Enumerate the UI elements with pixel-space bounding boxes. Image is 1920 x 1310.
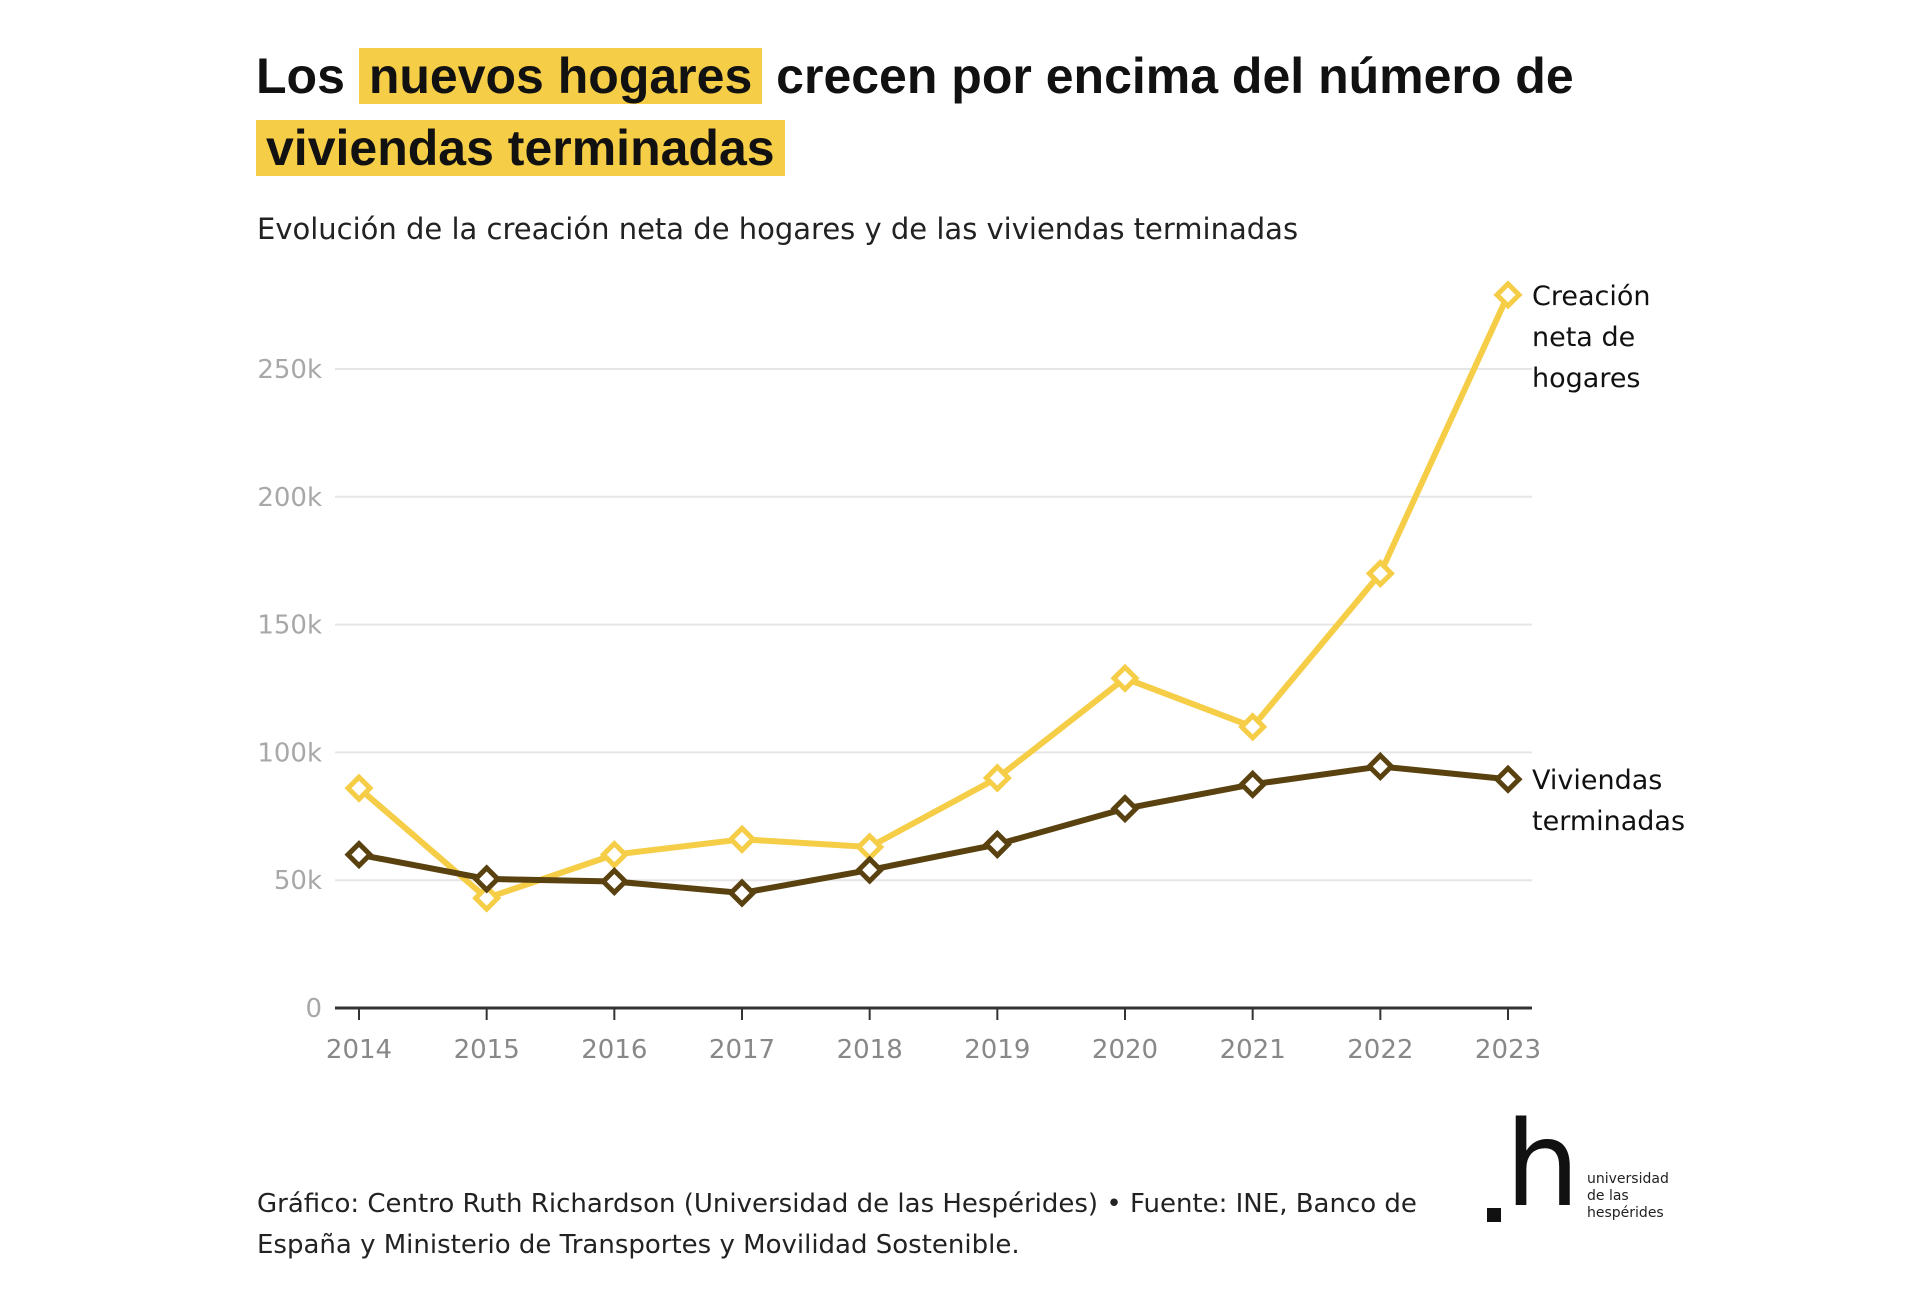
data-point-marker <box>344 773 374 803</box>
x-tick-label: 2019 <box>964 1035 1030 1065</box>
data-point-marker <box>982 829 1012 859</box>
y-tick-label: 150k <box>257 611 322 641</box>
x-tick-label: 2023 <box>1475 1035 1541 1065</box>
data-point-marker <box>344 840 374 870</box>
source-footer: Gráfico: Centro Ruth Richardson (Univers… <box>257 1189 1417 1260</box>
data-point-marker <box>727 878 757 908</box>
x-tick-label: 2021 <box>1220 1035 1286 1065</box>
logo-line: hespérides <box>1587 1205 1664 1221</box>
series-label: hogares <box>1532 363 1641 394</box>
y-tick-label: 0 <box>305 994 322 1024</box>
x-tick-label: 2015 <box>454 1035 520 1065</box>
data-point-marker <box>1238 712 1268 742</box>
y-tick-label: 250k <box>257 355 322 385</box>
title-part-1: Los <box>256 48 345 104</box>
series-label: terminadas <box>1532 806 1685 837</box>
title-highlight-1: nuevos hogares <box>358 48 763 104</box>
series-label: Viviendas <box>1532 765 1662 796</box>
data-point-marker <box>1365 558 1395 589</box>
data-point-marker <box>1110 663 1140 693</box>
data-point-marker <box>1110 794 1140 824</box>
university-logo: h universidad de las hespérides <box>1487 1105 1707 1225</box>
data-point-marker <box>1238 769 1268 799</box>
data-point-marker <box>727 824 757 854</box>
logo-line: de las <box>1587 1188 1629 1204</box>
x-tick-label: 2022 <box>1347 1035 1413 1065</box>
series-label: neta de <box>1532 322 1635 353</box>
chart-subtitle: Evolución de la creación neta de hogares… <box>257 212 1299 246</box>
x-tick-label: 2020 <box>1092 1035 1158 1065</box>
x-tick-label: 2014 <box>326 1035 392 1065</box>
data-point-marker <box>982 763 1012 793</box>
data-point-marker <box>599 840 629 870</box>
logo-dot <box>1487 1208 1501 1222</box>
x-tick-label: 2018 <box>837 1035 903 1065</box>
data-point-marker <box>855 832 885 862</box>
logo-h-mark: h <box>1505 1095 1580 1233</box>
data-point-marker <box>855 855 885 885</box>
data-point-marker <box>1493 764 1523 794</box>
data-point-marker <box>472 883 502 913</box>
series-line-hogares <box>357 293 1511 902</box>
y-tick-label: 50k <box>274 866 322 896</box>
data-point-marker <box>472 864 502 894</box>
title-highlight-2: viviendas terminadas <box>256 120 785 176</box>
x-tick-label: 2016 <box>581 1035 647 1065</box>
data-point-marker <box>1365 751 1395 781</box>
series-line-viviendas <box>358 763 1509 896</box>
y-tick-label: 100k <box>257 738 322 768</box>
chart-title: Los nuevos hogares crecen por encima del… <box>256 40 1856 184</box>
y-tick-label: 200k <box>257 483 322 513</box>
data-point-marker <box>1493 280 1523 310</box>
title-part-2: crecen por encima del número de <box>776 48 1574 104</box>
series-label: Creación <box>1532 281 1651 312</box>
data-point-marker <box>599 866 629 897</box>
logo-line: universidad <box>1587 1171 1669 1187</box>
logo-text: universidad de las hespérides <box>1587 1171 1669 1222</box>
x-tick-label: 2017 <box>709 1035 775 1065</box>
